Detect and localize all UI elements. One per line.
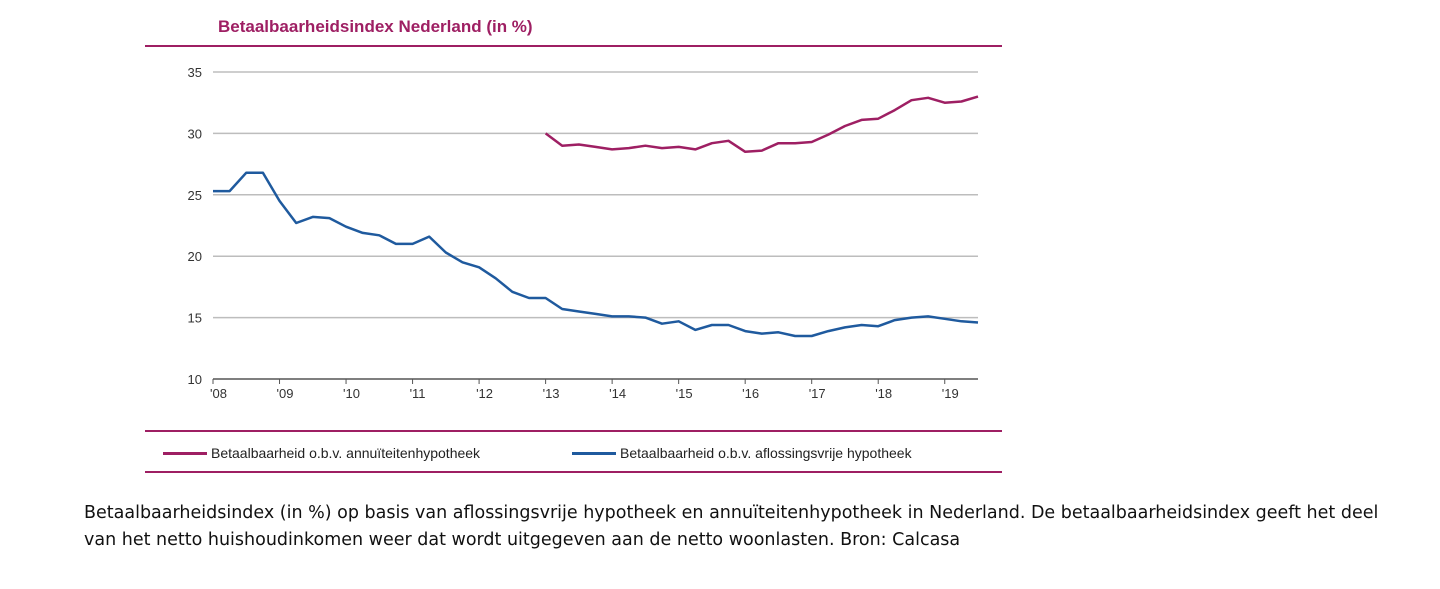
legend-item-annuiteiten: Betaalbaarheid o.b.v. annuïteitenhypothe… (163, 442, 480, 464)
legend-swatch-aflossingsvrij (572, 451, 616, 455)
x-tick-label-2012: '12 (476, 386, 493, 401)
y-tick-label-30: 30 (188, 126, 202, 141)
y-tick-label-15: 15 (188, 311, 202, 326)
series-line-aflossingsvrij (213, 171, 979, 338)
line-chart: 10 15 20 25 30 35 '08 '09 '10 '11 '12 '13 '14 '15 '16 '… (188, 65, 979, 401)
x-tick-label-2017: '17 (809, 386, 826, 401)
chart-title: Betaalbaarheidsindex Nederland (in %) (218, 17, 533, 36)
x-tick-label-2013: '13 (543, 386, 560, 401)
x-tick-label-2009: '09 (277, 386, 294, 401)
series-line-annuiteiten (544, 95, 979, 154)
y-tick-label-10: 10 (188, 372, 202, 387)
legend-swatch-annuiteiten (163, 451, 207, 455)
x-tick-label-2011: '11 (410, 386, 426, 401)
legend-label-annuiteiten: Betaalbaarheid o.b.v. annuïteitenhypothe… (211, 445, 481, 461)
legend-divider-bottom (145, 471, 1002, 473)
x-tick-label-2018: '18 (875, 386, 892, 401)
legend-label-aflossingsvrij: Betaalbaarheid o.b.v. aflossingsvrije hy… (620, 445, 912, 461)
y-tick-label-20: 20 (188, 249, 202, 264)
x-tick-label-2008: '08 (210, 386, 227, 401)
y-tick-label-25: 25 (188, 188, 202, 203)
y-tick-label-35: 35 (188, 65, 202, 80)
x-tick-label-2019: '19 (942, 386, 959, 401)
legend-divider-top (145, 430, 1002, 432)
legend-item-aflossingsvrij: Betaalbaarheid o.b.v. aflossingsvrije hy… (572, 442, 912, 464)
x-tick-label-2014: '14 (609, 386, 626, 401)
x-tick-label-2015: '15 (676, 386, 693, 401)
figure-caption: Betaalbaarheidsindex (in %) op basis van… (84, 503, 1379, 550)
x-tick-label-2010: '10 (343, 386, 360, 401)
chart-legend: Betaalbaarheid o.b.v. annuïteitenhypothe… (145, 442, 1002, 464)
x-tick-label-2016: '16 (742, 386, 759, 401)
title-divider (145, 45, 1002, 47)
